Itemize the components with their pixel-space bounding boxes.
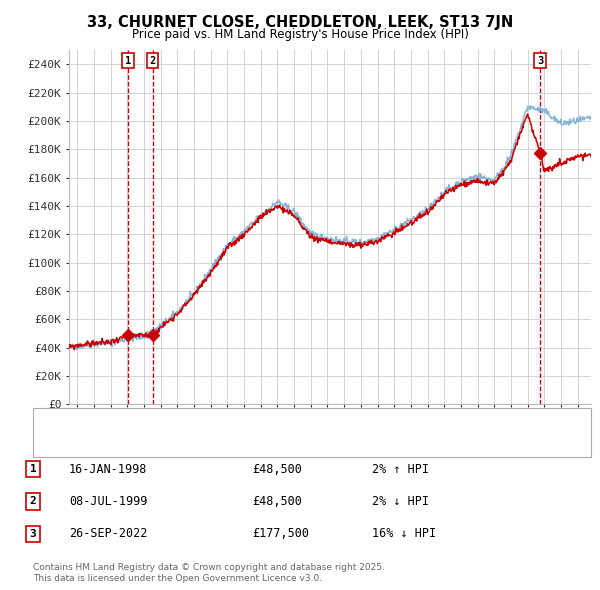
Text: —: — <box>40 411 56 425</box>
Text: 33, CHURNET CLOSE, CHEDDLETON, LEEK, ST13 7JN (semi-detached house): 33, CHURNET CLOSE, CHEDDLETON, LEEK, ST1… <box>60 413 455 423</box>
Text: Contains HM Land Registry data © Crown copyright and database right 2025.: Contains HM Land Registry data © Crown c… <box>33 563 385 572</box>
Text: Price paid vs. HM Land Registry's House Price Index (HPI): Price paid vs. HM Land Registry's House … <box>131 28 469 41</box>
Text: 3: 3 <box>537 56 543 65</box>
Text: £177,500: £177,500 <box>252 527 309 540</box>
Text: 2% ↑ HPI: 2% ↑ HPI <box>372 463 429 476</box>
Text: 26-SEP-2022: 26-SEP-2022 <box>69 527 148 540</box>
Text: £48,500: £48,500 <box>252 495 302 508</box>
Text: 2% ↓ HPI: 2% ↓ HPI <box>372 495 429 508</box>
Text: £48,500: £48,500 <box>252 463 302 476</box>
Bar <box>149 50 156 404</box>
Text: 2: 2 <box>149 56 156 65</box>
Text: 33, CHURNET CLOSE, CHEDDLETON, LEEK, ST13 7JN: 33, CHURNET CLOSE, CHEDDLETON, LEEK, ST1… <box>87 15 513 30</box>
Text: 3: 3 <box>29 529 37 539</box>
Text: 1: 1 <box>125 56 131 65</box>
Text: 1: 1 <box>29 464 37 474</box>
Text: This data is licensed under the Open Government Licence v3.0.: This data is licensed under the Open Gov… <box>33 573 322 583</box>
Text: 16% ↓ HPI: 16% ↓ HPI <box>372 527 436 540</box>
Text: 2: 2 <box>29 497 37 506</box>
Bar <box>536 50 544 404</box>
Text: 16-JAN-1998: 16-JAN-1998 <box>69 463 148 476</box>
Text: HPI: Average price, semi-detached house, Staffordshire Moorlands: HPI: Average price, semi-detached house,… <box>60 438 407 448</box>
Text: —: — <box>40 436 56 451</box>
Bar <box>126 50 131 404</box>
Text: 08-JUL-1999: 08-JUL-1999 <box>69 495 148 508</box>
